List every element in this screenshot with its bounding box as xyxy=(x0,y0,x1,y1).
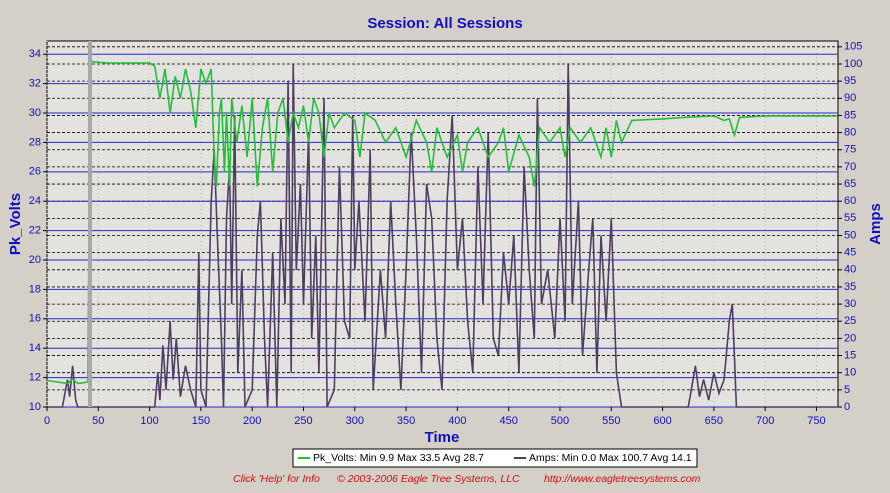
y-tick-label: 28 xyxy=(29,136,41,148)
y2-tick-label: 95 xyxy=(844,75,856,87)
y2-tick-label: 25 xyxy=(844,315,856,327)
x-tick-label: 350 xyxy=(397,415,415,427)
y-axis-label: Pk_Volts xyxy=(7,193,24,255)
x-tick-label: 500 xyxy=(551,415,569,427)
y2-tick-label: 0 xyxy=(844,401,850,413)
y-tick-label: 18 xyxy=(29,283,41,295)
y-tick-label: 10 xyxy=(29,401,41,413)
y2-tick-label: 85 xyxy=(844,109,856,121)
footer-help: Click 'Help' for Info xyxy=(233,473,320,485)
cursor-bar xyxy=(88,41,92,407)
series-line xyxy=(46,60,837,385)
x-tick-label: 750 xyxy=(807,415,825,427)
y-tick-label: 22 xyxy=(29,225,41,237)
y2-tick-label: 55 xyxy=(844,212,856,224)
footer-url[interactable]: http://www.eagletreesystems.com xyxy=(544,473,701,485)
y2-tick-label: 65 xyxy=(844,178,856,190)
y2-axis-label: Amps xyxy=(867,203,884,245)
series-line xyxy=(47,63,837,408)
x-tick-label: 300 xyxy=(346,415,364,427)
y2-tick-label: 40 xyxy=(844,264,856,276)
chart-title: Session: All Sessions xyxy=(367,15,522,32)
y2-tick-label: 90 xyxy=(844,92,856,104)
y2-tick-label: 105 xyxy=(844,41,862,53)
y2-tick-label: 60 xyxy=(844,195,856,207)
y2-tick-label: 20 xyxy=(844,332,856,344)
y2-tick-label: 75 xyxy=(844,144,856,156)
x-tick-label: 400 xyxy=(448,415,466,427)
y2-tick-label: 50 xyxy=(844,229,856,241)
y-tick-label: 30 xyxy=(29,107,41,119)
x-tick-label: 200 xyxy=(243,415,261,427)
x-tick-label: 650 xyxy=(705,415,723,427)
x-tick-label: 550 xyxy=(602,415,620,427)
x-tick-label: 700 xyxy=(756,415,774,427)
y2-tick-label: 45 xyxy=(844,247,856,259)
x-tick-label: 600 xyxy=(653,415,671,427)
y-tick-label: 34 xyxy=(29,48,41,60)
y2-tick-label: 15 xyxy=(844,349,856,361)
x-axis-label: Time xyxy=(425,429,460,446)
y-tick-label: 16 xyxy=(29,313,41,325)
y-tick-label: 20 xyxy=(29,254,41,266)
y2-tick-label: 10 xyxy=(844,367,856,379)
y-tick-label: 14 xyxy=(29,342,41,354)
x-tick-label: 50 xyxy=(92,415,104,427)
y2-tick-label: 100 xyxy=(844,58,862,70)
x-tick-label: 100 xyxy=(140,415,158,427)
y2-tick-label: 5 xyxy=(844,384,850,396)
x-tick-label: 150 xyxy=(192,415,210,427)
legend-label: Pk_Volts: Min 9.9 Max 33.5 Avg 28.7 xyxy=(313,452,484,464)
y-tick-label: 32 xyxy=(29,78,41,90)
x-tick-label: 0 xyxy=(44,415,50,427)
x-tick-label: 450 xyxy=(499,415,517,427)
y2-tick-label: 80 xyxy=(844,126,856,138)
x-tick-label: 250 xyxy=(294,415,312,427)
y-tick-label: 12 xyxy=(29,372,41,384)
y-tick-label: 26 xyxy=(29,166,41,178)
y2-tick-label: 70 xyxy=(844,161,856,173)
y2-tick-label: 30 xyxy=(844,298,856,310)
y2-tick-label: 35 xyxy=(844,281,856,293)
legend-box xyxy=(292,448,698,468)
footer-copyright: © 2003-2006 Eagle Tree Systems, LLC xyxy=(337,473,520,485)
y-tick-label: 24 xyxy=(29,195,41,207)
legend-label: Amps: Min 0.0 Max 100.7 Avg 14.1 xyxy=(529,452,692,464)
